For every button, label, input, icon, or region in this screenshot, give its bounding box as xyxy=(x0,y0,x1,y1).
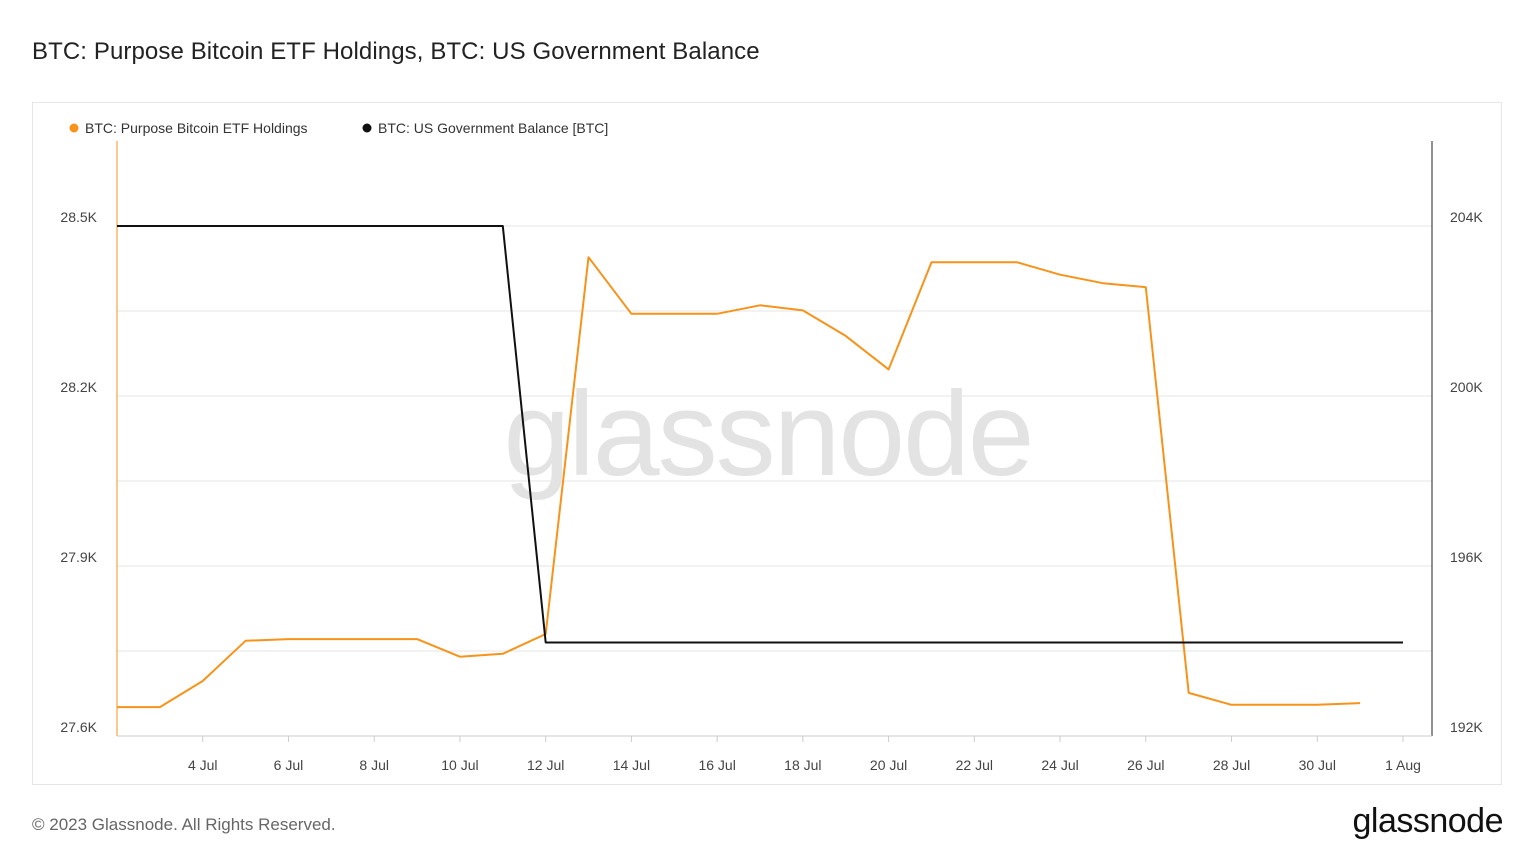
y-right-tick-label-1: 196K xyxy=(1450,549,1483,565)
page-title: BTC: Purpose Bitcoin ETF Holdings, BTC: … xyxy=(32,38,760,65)
y-left-tick-label-2: 28.2K xyxy=(60,379,97,395)
x-tick-label-13: 30 Jul xyxy=(1299,757,1336,773)
x-tick-label-11: 26 Jul xyxy=(1127,757,1164,773)
legend: BTC: Purpose Bitcoin ETF Holdings BTC: U… xyxy=(69,120,608,136)
series-layer xyxy=(117,225,1403,709)
y-left-tick-label-0: 27.6K xyxy=(60,719,97,735)
watermark: glassnode xyxy=(503,367,1032,501)
legend-marker-etf[interactable] xyxy=(69,123,79,133)
x-tick-label-8: 20 Jul xyxy=(870,757,907,773)
legend-label-etf[interactable]: BTC: Purpose Bitcoin ETF Holdings xyxy=(85,120,308,136)
series-line-1[interactable] xyxy=(117,225,1403,644)
y-left-tick-label-1: 27.9K xyxy=(60,549,97,565)
x-tick-label-7: 18 Jul xyxy=(784,757,821,773)
x-tick-label-3: 10 Jul xyxy=(441,757,478,773)
x-tick-label-2: 8 Jul xyxy=(359,757,389,773)
chart-frame xyxy=(32,102,1502,785)
x-tick-label-4: 12 Jul xyxy=(527,757,564,773)
y-right-tick-label-2: 200K xyxy=(1450,379,1483,395)
x-tick-label-10: 24 Jul xyxy=(1041,757,1078,773)
x-tick-label-6: 16 Jul xyxy=(698,757,735,773)
axis-layer: 27.6K 27.9K 28.2K 28.5K 192K 196K 200K 204K 4 Ju… xyxy=(60,141,1483,773)
y-right-tick-label-0: 192K xyxy=(1450,719,1483,735)
y-right-tick-label-3: 204K xyxy=(1450,209,1483,225)
x-tick-label-1: 6 Jul xyxy=(274,757,304,773)
y-left-tick-label-3: 28.5K xyxy=(60,209,97,225)
legend-label-gov[interactable]: BTC: US Government Balance [BTC] xyxy=(378,120,608,136)
footer-copyright: © 2023 Glassnode. All Rights Reserved. xyxy=(32,815,336,834)
x-tick-label-0: 4 Jul xyxy=(188,757,218,773)
x-tick-label-9: 22 Jul xyxy=(956,757,993,773)
series-line-0[interactable] xyxy=(117,256,1361,709)
x-tick-label-12: 28 Jul xyxy=(1213,757,1250,773)
legend-marker-gov[interactable] xyxy=(362,123,372,133)
x-tick-label-5: 14 Jul xyxy=(613,757,650,773)
x-tick-label-14: 1 Aug xyxy=(1385,757,1421,773)
glassnode-logo[interactable]: glassnode xyxy=(1352,802,1503,840)
